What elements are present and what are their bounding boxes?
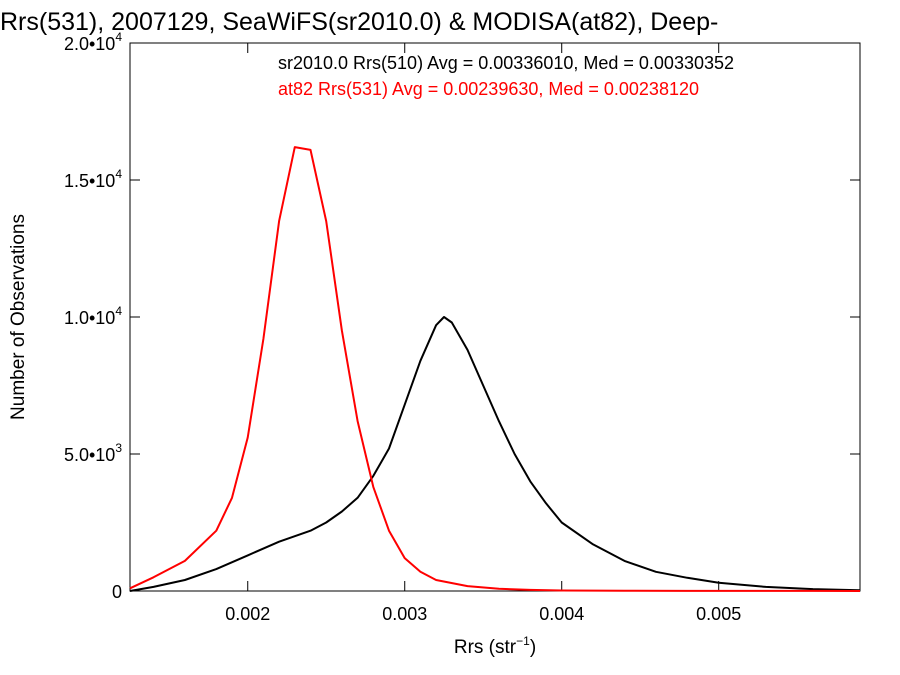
x-tick-label: 0.004: [539, 604, 584, 624]
y-tick-label: 5.0•103: [64, 441, 122, 465]
series-line-0: [129, 316, 861, 592]
y-axis-ticks: 0 5.0•103 1.0•104 1.5•104 2.0•104: [64, 30, 860, 602]
x-tick-label: 0.005: [696, 604, 741, 624]
series-group: [129, 146, 861, 592]
plot-frame: [129, 42, 861, 592]
x-axis-label: Rrs (str−1): [454, 634, 536, 658]
legend-entry-red: at82 Rrs(531) Avg = 0.00239630, Med = 0.…: [278, 79, 699, 99]
chart-title: Rrs(531), 2007129, SeaWiFS(sr2010.0) & M…: [0, 8, 718, 36]
series-line-1: [129, 146, 861, 592]
x-tick-label: 0.002: [225, 604, 270, 624]
legend-entry-black: sr2010.0 Rrs(510) Avg = 0.00336010, Med …: [278, 53, 734, 73]
y-tick-label: 2.0•104: [64, 30, 122, 54]
y-tick-label: 1.0•104: [64, 304, 122, 328]
y-tick-label: 1.5•104: [64, 167, 122, 191]
x-axis-label-close: ): [530, 637, 536, 658]
y-tick-label: 0: [112, 582, 122, 602]
x-axis-label-exponent: −1: [516, 634, 530, 648]
x-axis-ticks: 0.002 0.003 0.004 0.005: [225, 43, 741, 624]
x-axis-label-text: Rrs (str: [454, 637, 517, 658]
y-axis-label: Number of Observations: [8, 214, 29, 420]
x-tick-label: 0.003: [382, 604, 427, 624]
